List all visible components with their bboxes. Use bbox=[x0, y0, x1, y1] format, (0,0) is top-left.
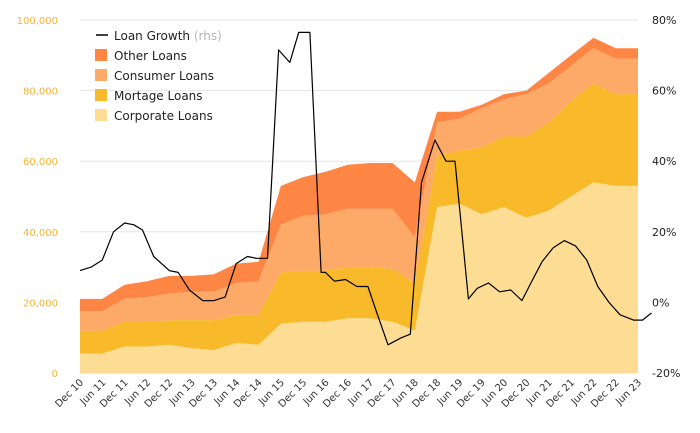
legend-swatch bbox=[95, 89, 107, 101]
area-mortage-loans bbox=[80, 83, 638, 354]
legend-item-consumer-loans: Consumer Loans bbox=[95, 69, 214, 83]
left-tick-label: 80,000 bbox=[23, 87, 58, 98]
legend-label: Corporate Loans bbox=[114, 109, 213, 123]
x-tick-label: Dec 10 bbox=[53, 377, 86, 410]
legend-item-loan-growth: Loan Growth (rhs) bbox=[96, 29, 222, 43]
legend-label: Consumer Loans bbox=[114, 69, 214, 83]
loan-growth-line-group bbox=[79, 31, 652, 346]
legend-item-other-loans: Other Loans bbox=[95, 49, 187, 63]
right-axis: -20% 0% 20% 40% 60% 80% bbox=[652, 14, 680, 380]
left-tick-label: 100,000 bbox=[17, 16, 58, 27]
stacked-areas bbox=[80, 37, 638, 373]
right-tick-label: 80% bbox=[652, 14, 676, 27]
right-tick-label: 60% bbox=[652, 85, 676, 98]
left-tick-label: 20,000 bbox=[23, 298, 58, 309]
right-tick-label: 0% bbox=[652, 296, 669, 309]
legend-label: Loan Growth (rhs) bbox=[114, 29, 222, 43]
right-tick-label: 40% bbox=[652, 155, 676, 168]
legend: Loan Growth (rhs) Other Loans Consumer L… bbox=[95, 29, 222, 123]
legend-label: Mortage Loans bbox=[114, 89, 203, 103]
right-tick-label: -20% bbox=[652, 367, 680, 380]
legend-swatch bbox=[95, 49, 107, 61]
area-corporate-loans bbox=[80, 182, 638, 373]
legend-swatch bbox=[95, 69, 107, 81]
area-consumer-loans bbox=[80, 48, 638, 331]
legend-label: Other Loans bbox=[114, 49, 187, 63]
left-axis: 0 20,000 40,000 60,000 80,000 100,000 bbox=[17, 16, 58, 380]
left-tick-label: 40,000 bbox=[23, 228, 58, 239]
legend-swatch bbox=[95, 109, 107, 121]
legend-item-mortage-loans: Mortage Loans bbox=[95, 89, 203, 103]
area-other-loans bbox=[80, 37, 638, 312]
right-tick-label: 20% bbox=[652, 226, 676, 239]
loan-growth-line bbox=[79, 31, 652, 346]
left-tick-label: 0 bbox=[52, 369, 58, 380]
legend-item-corporate-loans: Corporate Loans bbox=[95, 109, 213, 123]
left-tick-label: 60,000 bbox=[23, 157, 58, 168]
